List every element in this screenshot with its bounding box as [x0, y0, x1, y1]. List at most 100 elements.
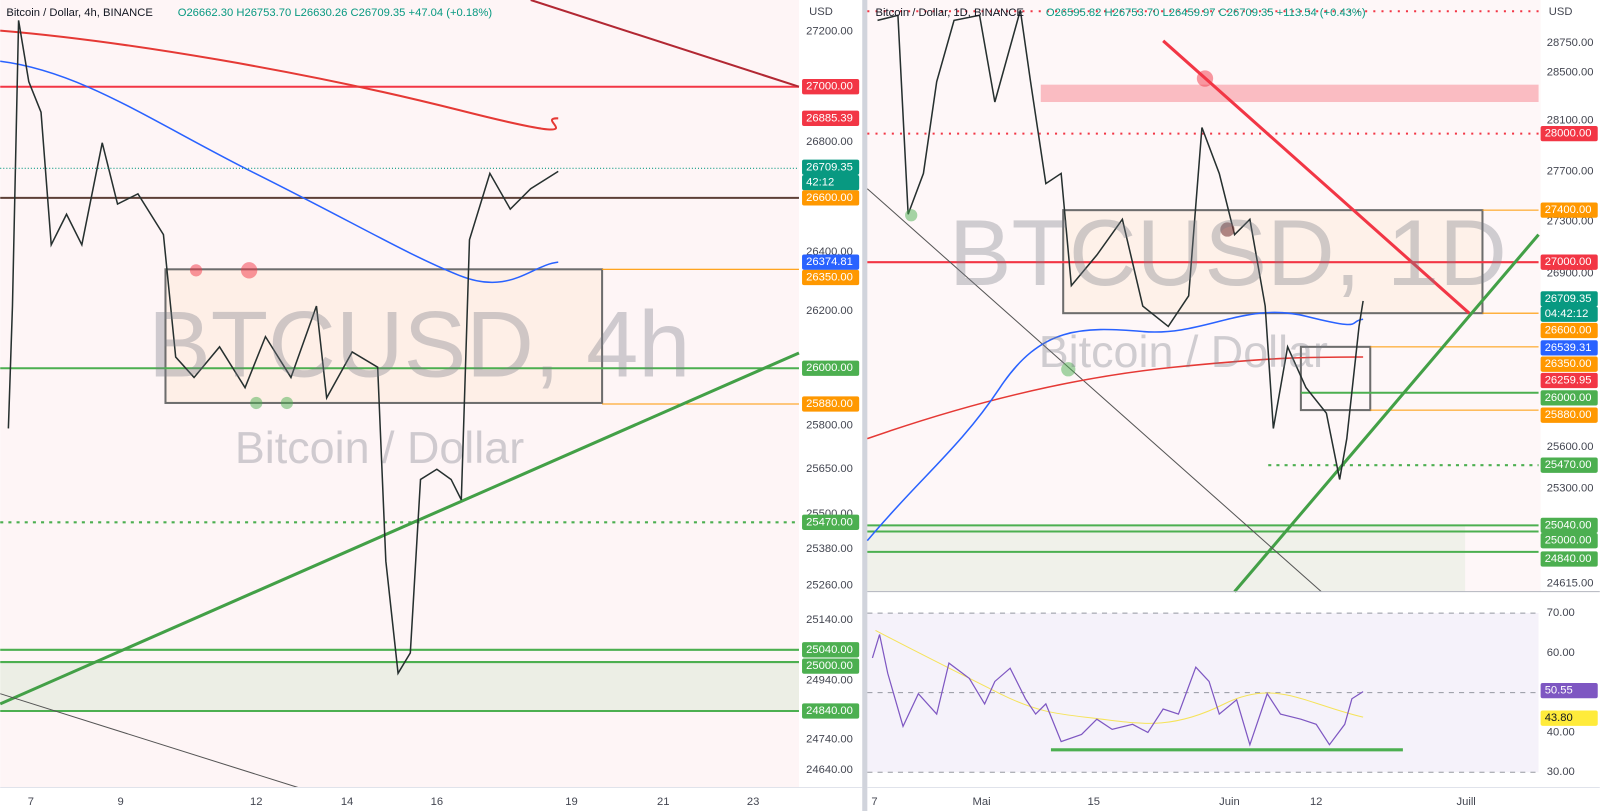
rsi-ma	[875, 629, 1364, 724]
price-tag-label: 50.55	[1545, 685, 1573, 697]
time-label: Juin	[1219, 796, 1240, 808]
moving-average	[867, 356, 1364, 440]
price-label: 28100.00	[1547, 114, 1594, 126]
left-pane	[0, 0, 799, 788]
price-tag-label: 26350.00	[806, 271, 853, 283]
price-label: 30.00	[1547, 766, 1575, 778]
price-tag	[802, 642, 860, 658]
price-tag	[802, 79, 860, 95]
ohlc: O26595.82 H26753.70 L26459.97 C26709.35 …	[1046, 7, 1366, 19]
price-label: 27700.00	[1547, 165, 1594, 177]
left-range-box	[164, 268, 604, 404]
price-tag	[1540, 407, 1598, 423]
watermark: BTCUSD, 4h	[148, 292, 690, 397]
price-tag	[802, 159, 860, 175]
price-label: 25800.00	[806, 419, 853, 431]
time-label: Mai	[973, 796, 991, 808]
price-tag	[1540, 682, 1598, 699]
price-label: 24615.00	[1547, 577, 1594, 589]
price-label: 24940.00	[806, 674, 853, 686]
price-tag	[1540, 372, 1598, 389]
time-label: 12	[1310, 796, 1322, 808]
price-label: 26200.00	[806, 305, 853, 317]
price-tag-label: 27000.00	[1545, 256, 1592, 268]
price-tag-label: 26709.35	[1545, 293, 1592, 305]
price-label: 25140.00	[806, 614, 853, 626]
symbol[interactable]: Bitcoin / Dollar, 1D, BINANCE	[875, 7, 1023, 19]
price-tag-label: 27400.00	[1545, 204, 1592, 216]
time-label: 15	[1088, 796, 1100, 808]
price-label: 28500.00	[1547, 66, 1594, 78]
price-label: 60.00	[1547, 647, 1575, 659]
price-label: 25300.00	[1547, 483, 1594, 495]
rsi-line	[871, 634, 1364, 747]
price-tag	[802, 360, 860, 376]
marker	[905, 209, 918, 222]
price-tag-label: 25880.00	[1545, 409, 1592, 421]
time-label: 16	[431, 796, 443, 808]
price-tag-label: 24840.00	[1545, 553, 1592, 565]
price-tag-label: 25470.00	[806, 516, 853, 528]
time-label: 19	[565, 796, 577, 808]
price-label: 25380.00	[806, 543, 853, 555]
price-tag	[1540, 390, 1598, 406]
price-tag	[802, 658, 860, 674]
marker	[1220, 222, 1235, 237]
price-label: 24740.00	[806, 734, 853, 746]
price-label: 26800.00	[806, 136, 853, 148]
price-label: 27300.00	[1547, 215, 1594, 227]
price-tag-label: 25040.00	[1545, 519, 1592, 531]
time-label: 21	[657, 796, 669, 808]
price-tag-label: 25040.00	[806, 644, 853, 656]
price-tag	[802, 396, 860, 412]
time-label: 9	[117, 796, 123, 808]
price-tag	[1540, 322, 1598, 339]
price-tag-label: 43.80	[1545, 712, 1573, 724]
price-tag-label: 26374.81	[806, 256, 853, 268]
price-tag	[1540, 551, 1598, 567]
price-tag	[1540, 533, 1598, 549]
price-tag-label: 25880.00	[806, 398, 853, 410]
price-tag	[802, 703, 860, 719]
time-label: 12	[250, 796, 262, 808]
currency: USD	[1549, 6, 1573, 18]
price-tag-label: 25470.00	[1545, 459, 1592, 471]
time-label: Juill	[1456, 796, 1475, 808]
divider[interactable]	[862, 0, 868, 811]
ohlc: O26662.30 H26753.70 L26630.26 C26709.35 …	[178, 7, 493, 19]
price-label: 25650.00	[806, 463, 853, 475]
time-label: 7	[28, 796, 34, 808]
price-tag-label: 26709.35	[806, 161, 853, 173]
trend-line	[0, 693, 299, 789]
currency: USD	[809, 6, 833, 18]
marker	[1061, 362, 1076, 377]
price-tag-label: 26259.95	[1545, 374, 1592, 386]
price-label: 40.00	[1547, 726, 1575, 738]
price-tag	[802, 174, 860, 191]
price-tag	[1540, 125, 1598, 142]
price-tag-label: 26539.31	[1545, 342, 1592, 354]
price-tag	[802, 254, 860, 270]
price-tag-label: 42:12	[806, 177, 834, 189]
price-label: 26900.00	[1547, 267, 1594, 279]
watermark-sub: Bitcoin / Dollar	[235, 422, 524, 473]
time-label: 7	[871, 796, 877, 808]
price-tag-label: 24840.00	[806, 705, 853, 717]
marker	[250, 396, 263, 410]
moving-average	[0, 29, 559, 131]
price-path	[877, 9, 1364, 480]
price-tag-label: 28000.00	[1545, 128, 1592, 140]
symbol[interactable]: Bitcoin / Dollar, 4h, BINANCE	[6, 7, 153, 19]
price-label: 28750.00	[1547, 37, 1594, 49]
price-tag-label: 27000.00	[806, 81, 853, 93]
price-tag	[1540, 340, 1598, 356]
price-tag-label: 26000.00	[806, 362, 853, 374]
watermark: BTCUSD, 1D	[949, 200, 1507, 305]
price-label: 25600.00	[1547, 441, 1594, 453]
price-tag	[1540, 254, 1598, 270]
marker	[189, 264, 203, 277]
trend-line	[530, 0, 800, 88]
price-tag	[1540, 710, 1598, 726]
small-box	[1299, 345, 1372, 412]
